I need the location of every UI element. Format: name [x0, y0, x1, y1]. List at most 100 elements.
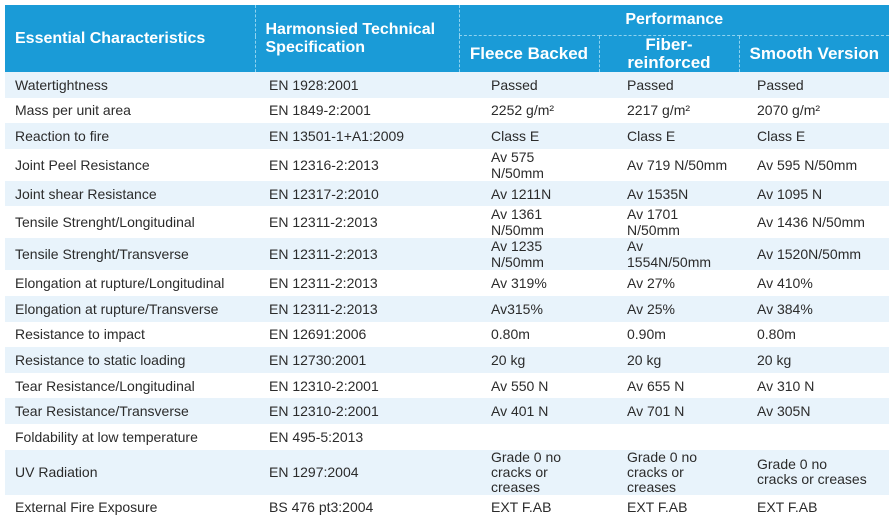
smooth-cell: Av 1436 N/50mm	[739, 206, 890, 239]
table-header: Essential Characteristics Harmonsied Tec…	[5, 5, 890, 72]
fleece-cell: Av 319%	[459, 270, 599, 296]
header-smooth-version: Smooth Version	[738, 35, 890, 72]
fleece-cell: 20 kg	[459, 347, 599, 373]
spec-cell: EN 12316-2:2013	[255, 148, 459, 181]
table-body: Watertightness EN 1928:2001 Passed Passe…	[5, 72, 890, 520]
fleece-cell: 0.80m	[459, 321, 599, 348]
fiber-cell: Grade 0 no cracks or creases	[599, 449, 739, 495]
header-performance: Performance	[458, 5, 890, 36]
table-row: Elongation at rupture/Longitudinal EN 12…	[5, 270, 890, 296]
characteristics-table: Essential Characteristics Harmonsied Tec…	[5, 5, 890, 520]
fiber-cell: Av 701 N	[599, 398, 739, 424]
smooth-cell: Class E	[739, 123, 890, 149]
characteristic-cell: UV Radiation	[5, 449, 255, 495]
table-row: Tear Resistance/Transverse EN 12310-2:20…	[5, 398, 890, 424]
characteristics-table-wrapper: Essential Characteristics Harmonsied Tec…	[5, 5, 890, 520]
smooth-cell: Av 1520N/50mm	[739, 238, 890, 271]
fleece-cell: Av 1235 N/50mm	[459, 238, 599, 271]
fiber-cell	[599, 423, 739, 450]
smooth-cell: Av 310 N	[739, 372, 890, 399]
fiber-cell: Av 655 N	[599, 372, 739, 399]
table-row: External Fire Exposure BS 476 pt3:2004 E…	[5, 494, 890, 520]
fleece-cell: Av 575 N/50mm	[459, 148, 599, 181]
fiber-cell: Av 27%	[599, 270, 739, 296]
table-row: UV Radiation EN 1297:2004 Grade 0 no cra…	[5, 449, 890, 495]
table-row: Elongation at rupture/Transverse EN 1231…	[5, 295, 890, 322]
fleece-cell: 2252 g/m²	[459, 97, 599, 124]
characteristic-cell: Tear Resistance/Longitudinal	[5, 372, 255, 399]
spec-cell: EN 12311-2:2013	[255, 206, 459, 239]
characteristic-cell: Mass per unit area	[5, 97, 255, 124]
spec-cell: EN 495-5:2013	[255, 423, 459, 450]
spec-cell: EN 12730:2001	[255, 347, 459, 373]
fiber-cell: Av 1554N/50mm	[599, 238, 739, 271]
table-row: Resistance to static loading EN 12730:20…	[5, 347, 890, 373]
characteristic-cell: Tensile Strenght/Longitudinal	[5, 206, 255, 239]
spec-cell: BS 476 pt3:2004	[255, 494, 459, 520]
characteristic-cell: Elongation at rupture/Transverse	[5, 295, 255, 322]
fiber-cell: 2217 g/m²	[599, 97, 739, 124]
fiber-cell: Av 25%	[599, 295, 739, 322]
characteristic-cell: Watertightness	[5, 72, 255, 98]
table-row: Resistance to impact EN 12691:2006 0.80m…	[5, 321, 890, 348]
table-row: Foldability at low temperature EN 495-5:…	[5, 423, 890, 450]
smooth-cell: 0.80m	[739, 321, 890, 348]
characteristic-cell: Joint shear Resistance	[5, 180, 255, 207]
table-row: Tear Resistance/Longitudinal EN 12310-2:…	[5, 372, 890, 399]
fiber-cell: Class E	[599, 123, 739, 149]
smooth-cell: Av 410%	[739, 270, 890, 296]
spec-cell: EN 13501-1+A1:2009	[255, 123, 459, 149]
spec-cell: EN 12311-2:2013	[255, 295, 459, 322]
fleece-cell: Av 550 N	[459, 372, 599, 399]
fleece-cell: Av 1361 N/50mm	[459, 206, 599, 239]
fiber-cell: Av 719 N/50mm	[599, 148, 739, 181]
characteristic-cell: Resistance to static loading	[5, 347, 255, 373]
header-essential-characteristics: Essential Characteristics	[5, 5, 255, 72]
spec-cell: EN 1849-2:2001	[255, 97, 459, 124]
table-row: Joint shear Resistance EN 12317-2:2010 A…	[5, 180, 890, 207]
fiber-cell: 20 kg	[599, 347, 739, 373]
smooth-cell: Grade 0 no cracks or creases	[739, 449, 890, 495]
table-row: Mass per unit area EN 1849-2:2001 2252 g…	[5, 97, 890, 124]
spec-cell: EN 12310-2:2001	[255, 372, 459, 399]
spec-cell: EN 12311-2:2013	[255, 238, 459, 271]
characteristic-cell: Reaction to fire	[5, 123, 255, 149]
fleece-cell: EXT F.AB	[459, 494, 599, 520]
fleece-cell: Av 401 N	[459, 398, 599, 424]
spec-cell: EN 12311-2:2013	[255, 270, 459, 296]
table-row: Reaction to fire EN 13501-1+A1:2009 Clas…	[5, 123, 890, 149]
fiber-cell: Av 1535N	[599, 180, 739, 207]
header-fiber-reinforced: Fiber-reinforced	[598, 35, 739, 72]
table-row: Tensile Strenght/Transverse EN 12311-2:2…	[5, 238, 890, 271]
fleece-cell: Passed	[459, 72, 599, 98]
characteristic-cell: Joint Peel Resistance	[5, 148, 255, 181]
fleece-cell	[459, 423, 599, 450]
spec-cell: EN 12317-2:2010	[255, 180, 459, 207]
characteristic-cell: Elongation at rupture/Longitudinal	[5, 270, 255, 296]
smooth-cell: Av 1095 N	[739, 180, 890, 207]
smooth-cell: Passed	[739, 72, 890, 98]
header-fleece-backed: Fleece Backed	[458, 35, 599, 72]
fleece-cell: Grade 0 no cracks or creases	[459, 449, 599, 495]
table-row: Tensile Strenght/Longitudinal EN 12311-2…	[5, 206, 890, 239]
characteristic-cell: Resistance to impact	[5, 321, 255, 348]
smooth-cell: Av 384%	[739, 295, 890, 322]
characteristic-cell: Foldability at low temperature	[5, 423, 255, 450]
spec-cell: EN 12691:2006	[255, 321, 459, 348]
smooth-cell: Av 595 N/50mm	[739, 148, 890, 181]
smooth-cell: Av 305N	[739, 398, 890, 424]
header-technical-specification: Harmonsied Technical Specification	[254, 5, 459, 72]
fleece-cell: Av 1211N	[459, 180, 599, 207]
characteristic-cell: Tensile Strenght/Transverse	[5, 238, 255, 271]
fiber-cell: Av 1701 N/50mm	[599, 206, 739, 239]
smooth-cell	[739, 423, 890, 450]
smooth-cell: EXT F.AB	[739, 494, 890, 520]
spec-cell: EN 1928:2001	[255, 72, 459, 98]
fiber-cell: Passed	[599, 72, 739, 98]
characteristic-cell: Tear Resistance/Transverse	[5, 398, 255, 424]
smooth-cell: 20 kg	[739, 347, 890, 373]
fiber-cell: EXT F.AB	[599, 494, 739, 520]
smooth-cell: 2070 g/m²	[739, 97, 890, 124]
fiber-cell: 0.90m	[599, 321, 739, 348]
fleece-cell: Av315%	[459, 295, 599, 322]
